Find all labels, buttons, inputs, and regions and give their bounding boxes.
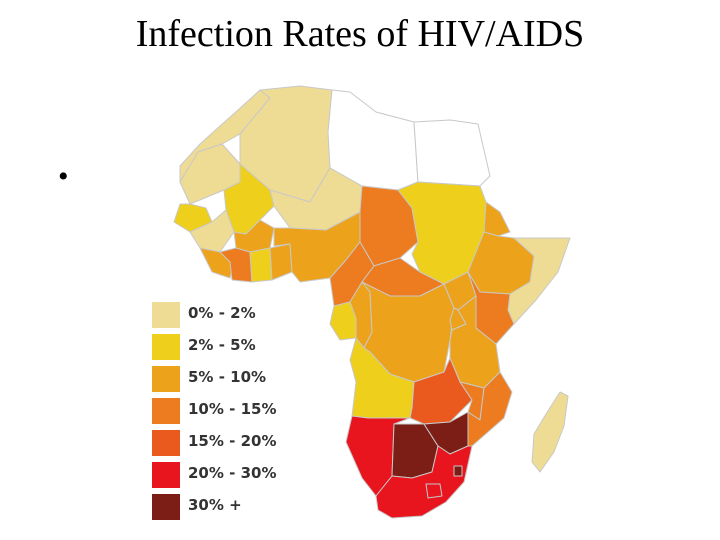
- region-zambia: [409, 357, 473, 425]
- legend-label: 10% - 15%: [188, 400, 277, 418]
- legend-swatch: [152, 334, 180, 360]
- slide-title: Infection Rates of HIV/AIDS: [135, 13, 585, 55]
- region-togo-benin: [269, 243, 293, 281]
- region-lesotho: [425, 483, 443, 499]
- legend-swatch: [152, 302, 180, 328]
- region-madagascar: [531, 391, 569, 473]
- bullet-point: •: [58, 160, 69, 193]
- region-egypt: [413, 119, 491, 187]
- legend-label: 5% - 10%: [188, 368, 267, 386]
- legend-swatch: [152, 462, 180, 488]
- legend-swatch: [152, 430, 180, 456]
- region-eritrea: [483, 201, 511, 237]
- africa-hiv-map: [173, 85, 571, 519]
- region-south-africa: [375, 445, 473, 519]
- region-swaziland: [453, 465, 463, 477]
- legend-swatch: [152, 366, 180, 392]
- legend-label: 15% - 20%: [188, 432, 277, 450]
- legend-label: 20% - 30%: [188, 464, 277, 482]
- legend-swatch: [152, 494, 180, 520]
- region-ghana: [249, 247, 273, 283]
- legend-swatch: [152, 398, 180, 424]
- legend-label: 30% +: [188, 496, 242, 514]
- legend-label: 0% - 2%: [188, 304, 256, 322]
- legend-label: 2% - 5%: [188, 336, 256, 354]
